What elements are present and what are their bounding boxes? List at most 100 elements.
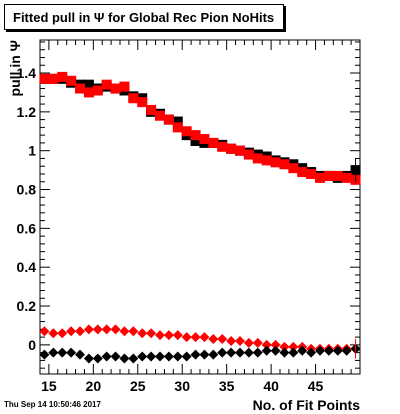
data-point-diamond-series-3 <box>101 351 112 362</box>
data-point-diamond-series-3 <box>261 345 272 356</box>
data-point-diamond-series-3 <box>252 347 263 358</box>
x-tick-label: 20 <box>86 378 102 394</box>
data-point-diamond-series-3 <box>92 353 103 364</box>
data-point-diamond-series-2 <box>279 341 290 352</box>
x-tick-label: 25 <box>130 378 146 394</box>
data-point-square-series-1 <box>128 93 139 104</box>
data-point-diamond-series-2 <box>181 332 192 343</box>
data-point-diamond-series-3 <box>155 351 165 362</box>
x-axis-label: No. of Fit Points <box>253 397 361 413</box>
data-point-diamond-series-3 <box>39 349 50 360</box>
data-point-square-series-1 <box>297 167 308 178</box>
data-point-diamond-series-3 <box>128 353 139 364</box>
data-point-diamond-series-2 <box>75 326 85 337</box>
data-point-diamond-series-2 <box>110 324 121 335</box>
data-point-square-series-1 <box>66 75 77 86</box>
data-point-diamond-series-3 <box>288 347 299 358</box>
data-point-diamond-series-3 <box>341 345 352 356</box>
data-point-diamond-series-2 <box>119 326 130 337</box>
data-point-square-series-1 <box>199 134 210 145</box>
data-point-square-series-1 <box>172 122 183 133</box>
data-point-diamond-series-3 <box>119 353 130 364</box>
data-point-square-series-1 <box>217 141 228 152</box>
data-point-diamond-series-2 <box>217 334 228 345</box>
x-tick-label: 45 <box>308 378 324 394</box>
data-point-square-series-1 <box>75 83 85 94</box>
data-point-square-series-1 <box>110 83 121 94</box>
data-point-square-series-1 <box>119 81 130 92</box>
data-point-square-series-1 <box>57 71 68 82</box>
data-point-square-series-1 <box>288 163 299 174</box>
data-point-diamond-series-2 <box>261 339 272 350</box>
data-point-diamond-series-3 <box>279 347 290 358</box>
data-point-square-series-1 <box>83 87 94 98</box>
x-tick-label: 15 <box>41 378 57 394</box>
data-point-square-series-1 <box>261 155 272 166</box>
data-point-square-series-1 <box>279 159 290 170</box>
x-tick-label: 30 <box>174 378 190 394</box>
data-point-square-series-1 <box>101 79 112 90</box>
data-point-diamond-series-3 <box>181 351 192 362</box>
data-point-diamond-series-3 <box>323 345 334 356</box>
data-point-diamond-series-3 <box>66 347 77 358</box>
data-point-square-series-1 <box>137 97 148 108</box>
data-point-diamond-series-3 <box>306 347 317 358</box>
data-point-diamond-series-3 <box>199 349 210 360</box>
data-point-diamond-series-3 <box>146 351 157 362</box>
data-point-diamond-series-2 <box>48 328 59 339</box>
y-tick-label: 0.2 <box>17 298 37 314</box>
data-point-diamond-series-3 <box>190 349 201 360</box>
data-point-diamond-series-2 <box>199 332 210 343</box>
data-point-square-series-1 <box>332 170 343 181</box>
data-point-diamond-series-2 <box>243 337 254 348</box>
data-point-diamond-series-2 <box>57 328 68 339</box>
data-point-diamond-series-2 <box>83 324 94 335</box>
data-point-diamond-series-2 <box>208 334 219 345</box>
y-tick-label: 1.4 <box>17 65 37 81</box>
data-point-square-series-1 <box>155 110 165 121</box>
data-point-diamond-series-2 <box>288 341 299 352</box>
data-point-diamond-series-2 <box>146 328 157 339</box>
x-tick-label: 40 <box>263 378 279 394</box>
data-point-square-series-0 <box>190 135 201 146</box>
data-point-diamond-series-2 <box>92 324 103 335</box>
data-point-diamond-series-2 <box>155 330 165 341</box>
y-tick-label: 0.6 <box>17 220 37 236</box>
data-point-diamond-series-2 <box>137 328 148 339</box>
data-point-diamond-series-2 <box>128 326 139 337</box>
data-point-square-series-1 <box>181 126 192 137</box>
data-point-square-series-1 <box>306 168 317 179</box>
data-point-diamond-series-3 <box>163 351 174 362</box>
data-point-diamond-series-3 <box>110 351 121 362</box>
x-tick-label: 35 <box>219 378 235 394</box>
y-tick-label: 1.2 <box>17 104 37 120</box>
data-point-square-series-0 <box>83 79 94 90</box>
data-point-square-series-1 <box>243 149 254 160</box>
data-point-square-series-1 <box>252 153 263 164</box>
data-point-diamond-series-3 <box>83 353 94 364</box>
data-point-diamond-series-3 <box>137 351 148 362</box>
y-tick-label: 0.4 <box>17 259 37 275</box>
data-point-diamond-series-2 <box>66 326 77 337</box>
data-point-square-series-1 <box>146 104 157 115</box>
data-point-diamond-series-2 <box>163 330 174 341</box>
data-point-square-series-1 <box>163 114 174 125</box>
data-point-diamond-series-3 <box>243 347 254 358</box>
data-point-diamond-series-3 <box>226 347 237 358</box>
data-point-square-series-1 <box>341 172 352 183</box>
data-point-square-series-1 <box>48 73 59 84</box>
data-point-square-series-1 <box>315 172 325 183</box>
data-point-diamond-series-3 <box>297 345 308 356</box>
data-point-diamond-series-2 <box>270 339 281 350</box>
data-point-diamond-series-3 <box>217 347 228 358</box>
y-tick-label: 0.8 <box>17 182 37 198</box>
data-point-diamond-series-2 <box>172 330 183 341</box>
data-point-diamond-series-2 <box>39 326 50 337</box>
data-point-square-series-1 <box>92 85 103 96</box>
data-point-diamond-series-3 <box>57 347 68 358</box>
data-point-square-series-1 <box>226 143 237 154</box>
data-point-diamond-series-2 <box>190 332 201 343</box>
y-tick-label: 1 <box>28 143 36 159</box>
